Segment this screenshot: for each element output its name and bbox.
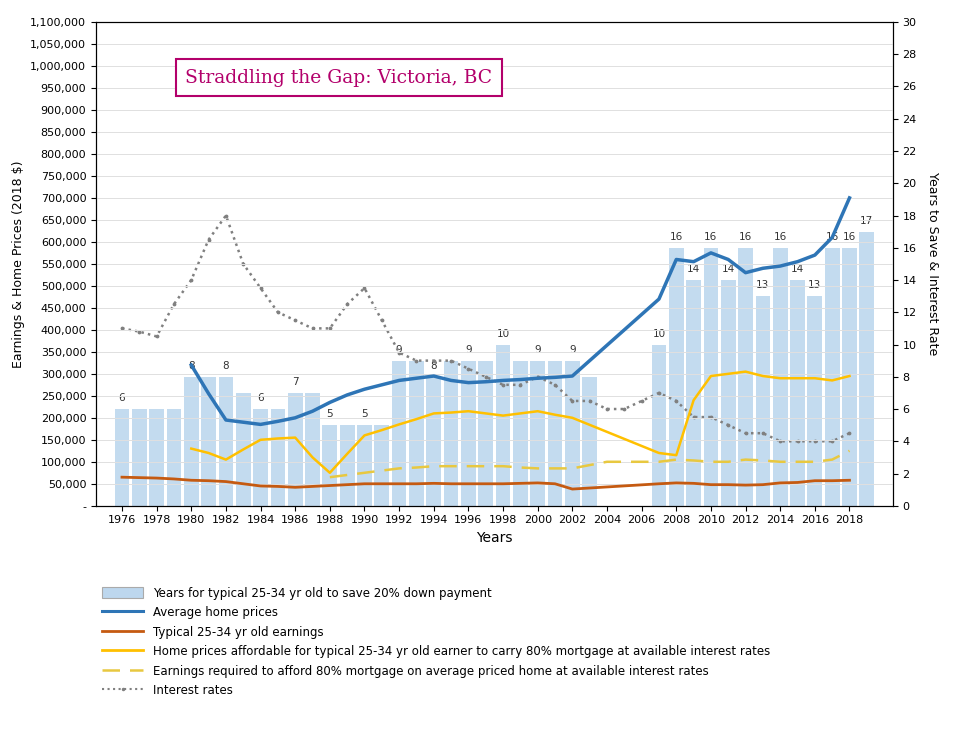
Text: 16: 16 bbox=[843, 232, 856, 242]
Bar bbox=[288, 393, 302, 506]
Bar bbox=[530, 361, 545, 506]
Text: 10: 10 bbox=[653, 329, 665, 339]
Bar bbox=[738, 248, 753, 506]
Bar bbox=[340, 425, 354, 506]
Text: 16: 16 bbox=[739, 232, 753, 242]
Bar bbox=[236, 393, 251, 506]
Bar bbox=[565, 361, 580, 506]
Bar bbox=[669, 248, 684, 506]
Bar bbox=[323, 425, 337, 506]
Text: 6: 6 bbox=[119, 394, 126, 403]
Text: 9: 9 bbox=[535, 345, 541, 355]
Bar bbox=[149, 409, 164, 506]
Bar bbox=[825, 248, 840, 506]
Text: 10: 10 bbox=[496, 329, 510, 339]
Bar bbox=[807, 296, 822, 506]
Bar bbox=[495, 345, 511, 506]
Text: 9: 9 bbox=[569, 345, 576, 355]
Bar bbox=[461, 361, 476, 506]
Text: 13: 13 bbox=[808, 281, 822, 290]
Bar bbox=[374, 425, 389, 506]
Bar bbox=[114, 409, 130, 506]
Y-axis label: Years to Save & Interest Rate: Years to Save & Interest Rate bbox=[926, 172, 939, 356]
Text: 16: 16 bbox=[826, 232, 839, 242]
Text: 9: 9 bbox=[465, 345, 471, 355]
Text: 17: 17 bbox=[860, 216, 874, 226]
Bar bbox=[478, 361, 493, 506]
Text: 14: 14 bbox=[722, 265, 734, 274]
Bar bbox=[184, 377, 199, 506]
Bar bbox=[583, 377, 597, 506]
Text: 8: 8 bbox=[188, 361, 195, 371]
Bar bbox=[547, 361, 563, 506]
Bar bbox=[790, 280, 804, 506]
Bar bbox=[513, 361, 528, 506]
Text: 5: 5 bbox=[361, 410, 368, 419]
Text: 7: 7 bbox=[292, 377, 299, 387]
Bar bbox=[409, 361, 423, 506]
Bar bbox=[842, 248, 857, 506]
Text: 13: 13 bbox=[756, 281, 770, 290]
Text: 9: 9 bbox=[396, 345, 402, 355]
Bar bbox=[721, 280, 735, 506]
Bar bbox=[756, 296, 770, 506]
Bar bbox=[271, 409, 285, 506]
Text: Straddling the Gap: Victoria, BC: Straddling the Gap: Victoria, BC bbox=[185, 69, 492, 86]
Text: 16: 16 bbox=[670, 232, 683, 242]
Bar bbox=[652, 345, 666, 506]
Bar bbox=[357, 425, 372, 506]
Bar bbox=[426, 377, 442, 506]
Bar bbox=[773, 248, 787, 506]
Text: 16: 16 bbox=[705, 232, 717, 242]
Bar bbox=[392, 361, 406, 506]
Text: 5: 5 bbox=[326, 410, 333, 419]
Bar bbox=[219, 377, 233, 506]
Bar bbox=[167, 409, 181, 506]
Y-axis label: Earnings & Home Prices (2018 $): Earnings & Home Prices (2018 $) bbox=[12, 160, 25, 368]
Bar bbox=[132, 409, 147, 506]
Text: 8: 8 bbox=[430, 361, 437, 371]
X-axis label: Years: Years bbox=[476, 531, 513, 545]
Bar bbox=[704, 248, 718, 506]
Text: 8: 8 bbox=[223, 361, 229, 371]
Bar bbox=[444, 361, 459, 506]
Legend: Years for typical 25-34 yr old to save 20% down payment, Average home prices, Ty: Years for typical 25-34 yr old to save 2… bbox=[102, 586, 770, 697]
Text: 6: 6 bbox=[257, 394, 264, 403]
Text: 14: 14 bbox=[687, 265, 700, 274]
Bar bbox=[859, 232, 875, 506]
Bar bbox=[686, 280, 701, 506]
Text: 16: 16 bbox=[774, 232, 787, 242]
Bar bbox=[253, 409, 268, 506]
Bar bbox=[305, 393, 320, 506]
Text: 14: 14 bbox=[791, 265, 804, 274]
Bar bbox=[202, 377, 216, 506]
